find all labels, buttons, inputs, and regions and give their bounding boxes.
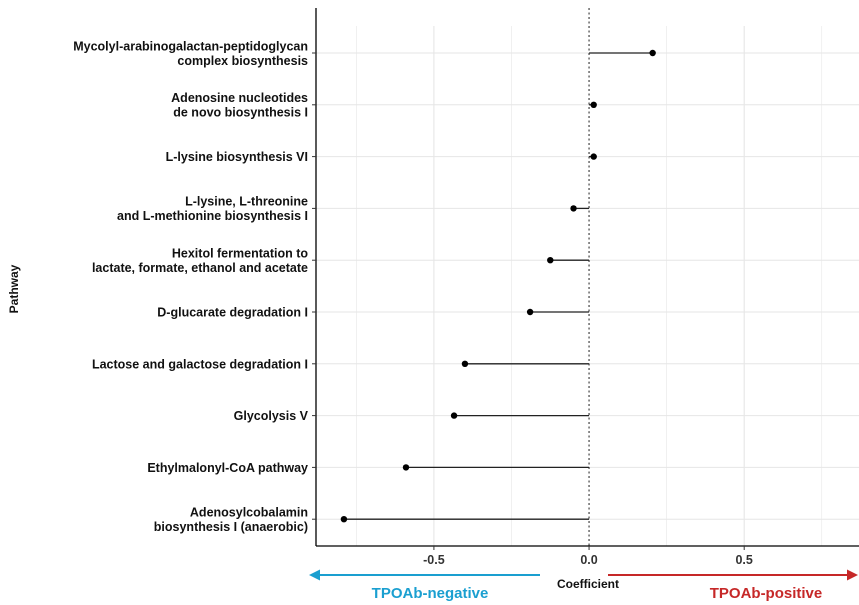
lollipop-point <box>570 205 577 212</box>
positive-direction-label: TPOAb-positive <box>710 585 823 602</box>
category-label: Adenosylcobalamin <box>190 505 308 519</box>
category-label: de novo biosynthesis I <box>173 106 308 120</box>
category-label: L-lysine, L-threonine <box>185 195 308 209</box>
category-label: Adenosine nucleotides <box>171 91 308 105</box>
negative-direction-label: TPOAb-negative <box>372 585 489 602</box>
category-label: biosynthesis I (anaerobic) <box>154 520 308 534</box>
lollipop-point <box>340 516 348 523</box>
category-label: D-glucarate degradation I <box>157 306 308 320</box>
lollipop-point <box>526 308 534 316</box>
x-axis-label: Coefficient <box>557 577 619 591</box>
axes <box>312 8 859 550</box>
lollipop-point <box>547 257 554 264</box>
category-label: Mycolyl-arabinogalactan-peptidoglycan <box>73 39 308 53</box>
x-tick-labels: -0.5 0.0 0.5 <box>423 553 753 567</box>
category-label: complex biosynthesis <box>177 54 308 68</box>
negative-arrow-head <box>309 569 320 581</box>
category-label: Glycolysis V <box>234 409 309 423</box>
x-tick-label: 0.5 <box>735 553 752 567</box>
direction-indicators: TPOAb-negative TPOAb-positive <box>309 569 858 602</box>
positive-arrow-head <box>847 569 858 581</box>
lollipop-point <box>402 464 410 471</box>
category-label: and L-methionine biosynthesis I <box>117 209 308 223</box>
category-label: L-lysine biosynthesis VI <box>166 150 308 164</box>
category-label: Ethylmalonyl-CoA pathway <box>147 461 308 475</box>
lollipop-point <box>590 101 597 109</box>
lollipop-point <box>461 360 469 367</box>
lollipop-marks <box>340 49 656 523</box>
x-tick-label: 0.0 <box>580 553 597 567</box>
lollipop-point <box>450 412 458 419</box>
category-label: Hexitol fermentation to <box>172 246 308 260</box>
lollipop-point <box>590 153 597 160</box>
y-axis-label: Pathway <box>7 264 21 313</box>
category-label: lactate, formate, ethanol and acetate <box>92 261 308 275</box>
lollipop-point <box>649 49 656 57</box>
x-tick-label: -0.5 <box>423 553 445 567</box>
category-labels: Mycolyl-arabinogalactan-peptidoglycancom… <box>73 39 308 534</box>
category-label: Lactose and galactose degradation I <box>92 357 308 371</box>
